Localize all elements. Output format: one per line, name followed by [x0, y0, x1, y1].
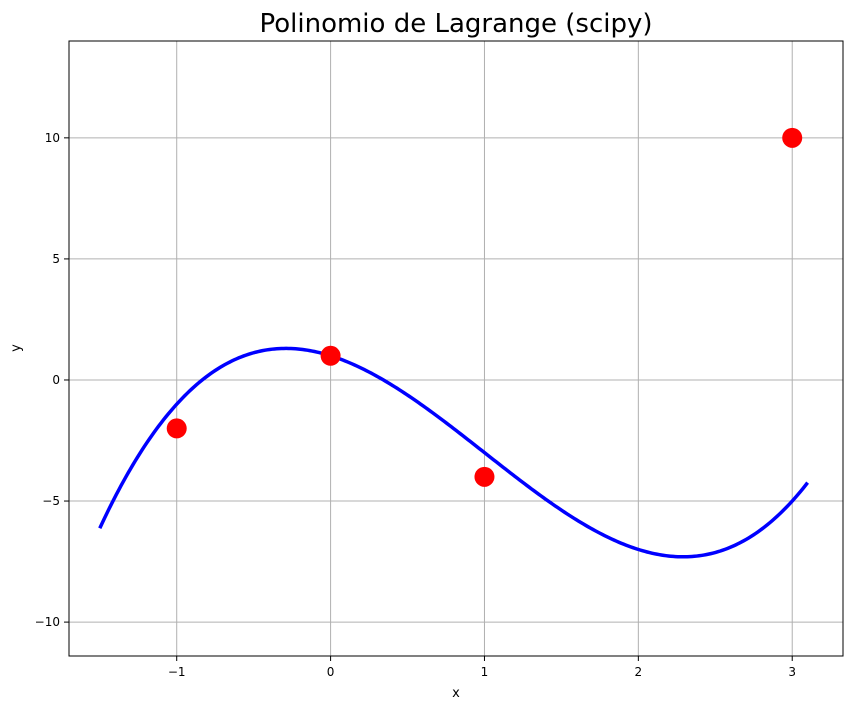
x-tick-label: 2 [635, 665, 643, 679]
y-tick-label: −5 [42, 494, 60, 508]
y-axis-label: y [9, 344, 24, 352]
grid [69, 41, 843, 656]
points-layer [166, 127, 803, 487]
y-tick-label: 5 [52, 252, 60, 266]
data-point [782, 127, 803, 148]
x-tick-label: 3 [788, 665, 796, 679]
chart-title: Polinomio de Lagrange (scipy) [259, 9, 652, 39]
data-point [166, 418, 187, 439]
x-tick-label: −1 [168, 665, 186, 679]
y-tick-label: 0 [52, 373, 60, 387]
y-tick-label: 10 [45, 131, 60, 145]
lagrange-polynomial-line [98, 346, 809, 559]
data-point [320, 345, 341, 366]
y-tick-label: −10 [35, 615, 60, 629]
x-axis-label: x [452, 686, 460, 701]
x-tick-label: 1 [481, 665, 489, 679]
x-tick-label: 0 [327, 665, 335, 679]
curve-layer [98, 346, 809, 559]
plot-frame [68, 40, 844, 657]
data-point [474, 466, 495, 487]
